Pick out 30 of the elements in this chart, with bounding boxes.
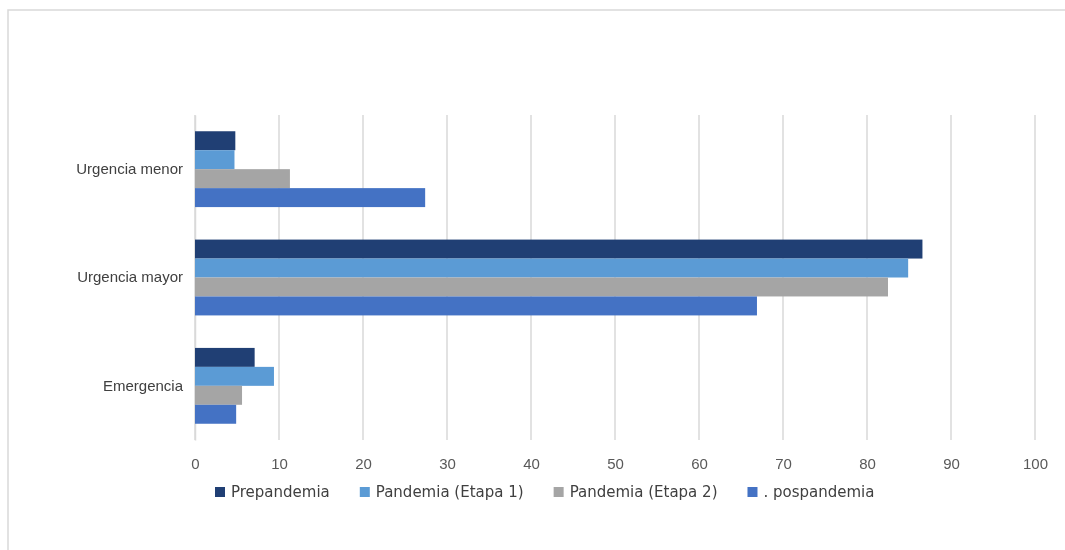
y-tick-label: Urgencia menor <box>76 159 183 177</box>
bar <box>195 188 426 208</box>
x-tick-label: 40 <box>523 454 540 472</box>
x-tick-label: 70 <box>775 454 792 472</box>
bar <box>195 277 888 297</box>
x-tick-label: 50 <box>607 454 624 472</box>
legend-label: . pospandemia <box>763 483 875 501</box>
legend-label: Pandemia (Etapa 1) <box>375 483 524 501</box>
bar <box>195 258 909 278</box>
x-tick-label: 0 <box>191 454 200 472</box>
bar <box>195 385 243 405</box>
bar <box>195 131 236 151</box>
bar <box>195 169 290 189</box>
bar <box>195 150 235 170</box>
bar <box>195 347 255 367</box>
x-tick-label: 60 <box>691 454 708 472</box>
x-tick-label: 80 <box>859 454 876 472</box>
x-tick-label: 90 <box>943 454 960 472</box>
x-tick-label: 10 <box>271 454 288 472</box>
bar <box>195 404 237 424</box>
x-tick-label: 100 <box>1022 454 1049 472</box>
bar <box>195 366 274 386</box>
y-tick-label: Emergencia <box>102 376 184 394</box>
legend-label: Pandemia (Etapa 2) <box>569 483 718 501</box>
x-tick-label: 30 <box>439 454 456 472</box>
legend-label: Prepandemia <box>231 483 330 501</box>
y-tick-label: Urgencia mayor <box>77 268 183 286</box>
x-tick-label: 20 <box>355 454 372 472</box>
bar <box>195 239 923 259</box>
bar <box>195 296 757 316</box>
